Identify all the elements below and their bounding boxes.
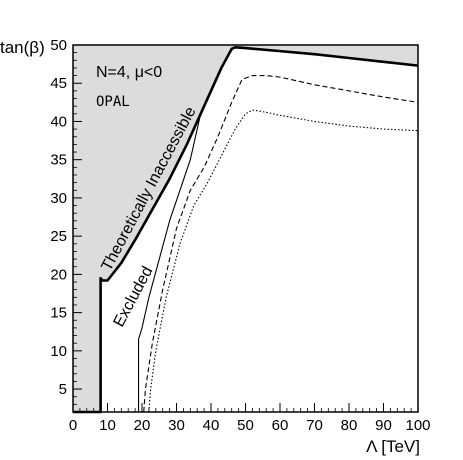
series-line-dashed <box>143 75 419 413</box>
y-tick-label: 15 <box>50 305 67 322</box>
y-tick-label: 40 <box>50 113 67 130</box>
x-tick-label: 70 <box>306 417 323 434</box>
x-tick-label: 50 <box>237 417 254 434</box>
y-axis-ticks: 5 10 15 20 25 30 35 40 45 50 <box>50 37 82 405</box>
y-axis-label: tan(β) <box>0 38 45 57</box>
x-tick-label: 80 <box>341 417 358 434</box>
y-tick-label: 50 <box>50 37 67 54</box>
x-tick-label: 60 <box>272 417 289 434</box>
model-annotation: N=4, μ<0 <box>96 64 162 81</box>
x-tick-label: 0 <box>69 417 77 434</box>
y-tick-label: 5 <box>59 381 67 398</box>
x-tick-label: 40 <box>203 417 220 434</box>
theoretically-inaccessible-region <box>73 45 418 412</box>
experiment-annotation: OPAL <box>96 94 130 110</box>
x-axis-ticks: 0 10 20 30 40 50 60 70 80 90 100 <box>69 403 431 434</box>
series-line-thick <box>73 45 419 414</box>
y-tick-label: 20 <box>50 266 67 283</box>
x-tick-label: 100 <box>405 417 430 434</box>
x-tick-label: 10 <box>99 417 116 434</box>
x-tick-label: 20 <box>134 417 151 434</box>
series-layer <box>73 45 419 414</box>
x-tick-label: 90 <box>375 417 392 434</box>
y-tick-label: 30 <box>50 190 67 207</box>
y-tick-label: 35 <box>50 152 67 169</box>
x-axis-label: Λ [TeV] <box>366 437 420 456</box>
x-tick-label: 30 <box>168 417 185 434</box>
y-tick-label: 25 <box>50 228 67 245</box>
y-tick-label: 10 <box>50 343 67 360</box>
series-line-dotted <box>148 109 419 413</box>
y-tick-label: 45 <box>50 75 67 92</box>
series-line-solid <box>138 113 202 412</box>
